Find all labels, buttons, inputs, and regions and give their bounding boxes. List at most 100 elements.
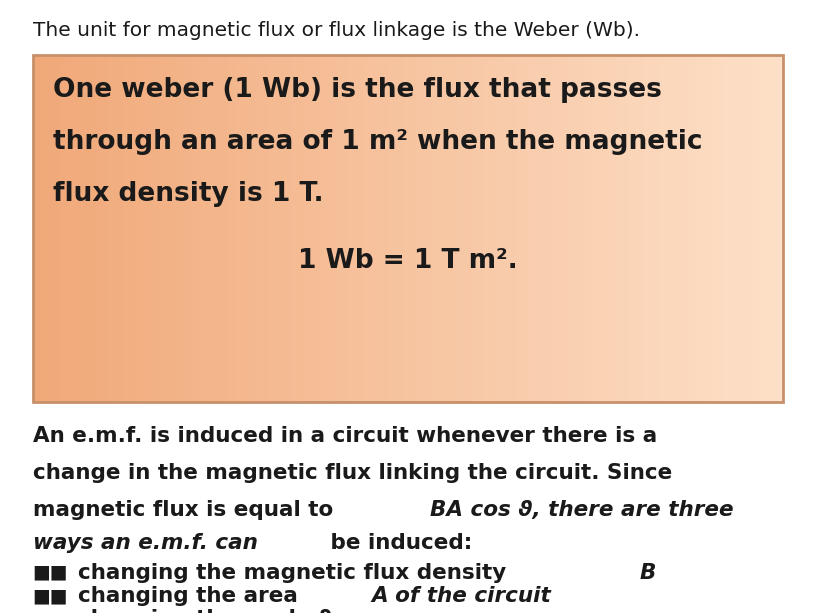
- Bar: [254, 55, 258, 402]
- Bar: [460, 55, 464, 402]
- Bar: [513, 55, 517, 402]
- Bar: [228, 55, 232, 402]
- Text: changing the angle ϑ.: changing the angle ϑ.: [78, 609, 340, 613]
- Bar: [74, 55, 78, 402]
- Bar: [592, 55, 596, 402]
- Text: be induced:: be induced:: [323, 533, 472, 554]
- Bar: [712, 55, 716, 402]
- Bar: [487, 55, 490, 402]
- Bar: [619, 55, 622, 402]
- Bar: [258, 55, 262, 402]
- Bar: [588, 55, 592, 402]
- Bar: [633, 55, 637, 402]
- Bar: [385, 55, 389, 402]
- Bar: [667, 55, 671, 402]
- Bar: [506, 55, 509, 402]
- Bar: [769, 55, 772, 402]
- Bar: [761, 55, 765, 402]
- Text: ways an e.m.f. can: ways an e.m.f. can: [33, 533, 258, 554]
- Text: changing the magnetic flux density: changing the magnetic flux density: [78, 563, 513, 583]
- Bar: [427, 55, 431, 402]
- Bar: [727, 55, 731, 402]
- Bar: [273, 55, 277, 402]
- Bar: [750, 55, 753, 402]
- Bar: [55, 55, 59, 402]
- Bar: [648, 55, 652, 402]
- Bar: [708, 55, 712, 402]
- Bar: [179, 55, 183, 402]
- Bar: [37, 55, 40, 402]
- Bar: [59, 55, 63, 402]
- Bar: [423, 55, 427, 402]
- Bar: [645, 55, 648, 402]
- Bar: [547, 55, 551, 402]
- Bar: [446, 55, 450, 402]
- Bar: [145, 55, 149, 402]
- Bar: [551, 55, 554, 402]
- Bar: [682, 55, 685, 402]
- Bar: [663, 55, 667, 402]
- Bar: [352, 55, 356, 402]
- Bar: [479, 55, 483, 402]
- Bar: [701, 55, 704, 402]
- Bar: [326, 55, 329, 402]
- Bar: [63, 55, 66, 402]
- Bar: [776, 55, 779, 402]
- Bar: [521, 55, 525, 402]
- Bar: [340, 55, 344, 402]
- Bar: [453, 55, 457, 402]
- Bar: [51, 55, 55, 402]
- Bar: [183, 55, 187, 402]
- Bar: [322, 55, 326, 402]
- Bar: [112, 55, 115, 402]
- Bar: [307, 55, 310, 402]
- Text: through an area of 1 m² when the magnetic: through an area of 1 m² when the magneti…: [53, 129, 703, 154]
- Bar: [525, 55, 528, 402]
- Bar: [89, 55, 93, 402]
- Bar: [716, 55, 720, 402]
- Bar: [171, 55, 175, 402]
- Bar: [104, 55, 108, 402]
- Bar: [333, 55, 337, 402]
- Bar: [671, 55, 675, 402]
- Bar: [131, 55, 134, 402]
- Bar: [224, 55, 228, 402]
- Bar: [366, 55, 370, 402]
- Text: magnetic flux is equal to: magnetic flux is equal to: [33, 500, 340, 520]
- Bar: [138, 55, 141, 402]
- Bar: [269, 55, 273, 402]
- Bar: [570, 55, 573, 402]
- Bar: [202, 55, 206, 402]
- Bar: [70, 55, 74, 402]
- Bar: [581, 55, 584, 402]
- Bar: [404, 55, 408, 402]
- Bar: [431, 55, 434, 402]
- Bar: [535, 55, 539, 402]
- Bar: [622, 55, 626, 402]
- Bar: [375, 55, 378, 402]
- Bar: [100, 55, 104, 402]
- Bar: [772, 55, 776, 402]
- Bar: [160, 55, 164, 402]
- Bar: [468, 55, 472, 402]
- Bar: [213, 55, 216, 402]
- Bar: [47, 55, 51, 402]
- Text: ■■: ■■: [33, 563, 69, 582]
- Bar: [251, 55, 254, 402]
- Bar: [220, 55, 224, 402]
- Bar: [765, 55, 769, 402]
- Bar: [434, 55, 438, 402]
- Bar: [603, 55, 607, 402]
- Bar: [115, 55, 119, 402]
- Bar: [299, 55, 303, 402]
- Bar: [126, 55, 131, 402]
- Bar: [337, 55, 340, 402]
- Bar: [600, 55, 603, 402]
- Bar: [288, 55, 291, 402]
- Bar: [629, 55, 633, 402]
- Bar: [457, 55, 460, 402]
- Bar: [209, 55, 213, 402]
- Bar: [415, 55, 419, 402]
- Bar: [685, 55, 690, 402]
- Bar: [659, 55, 663, 402]
